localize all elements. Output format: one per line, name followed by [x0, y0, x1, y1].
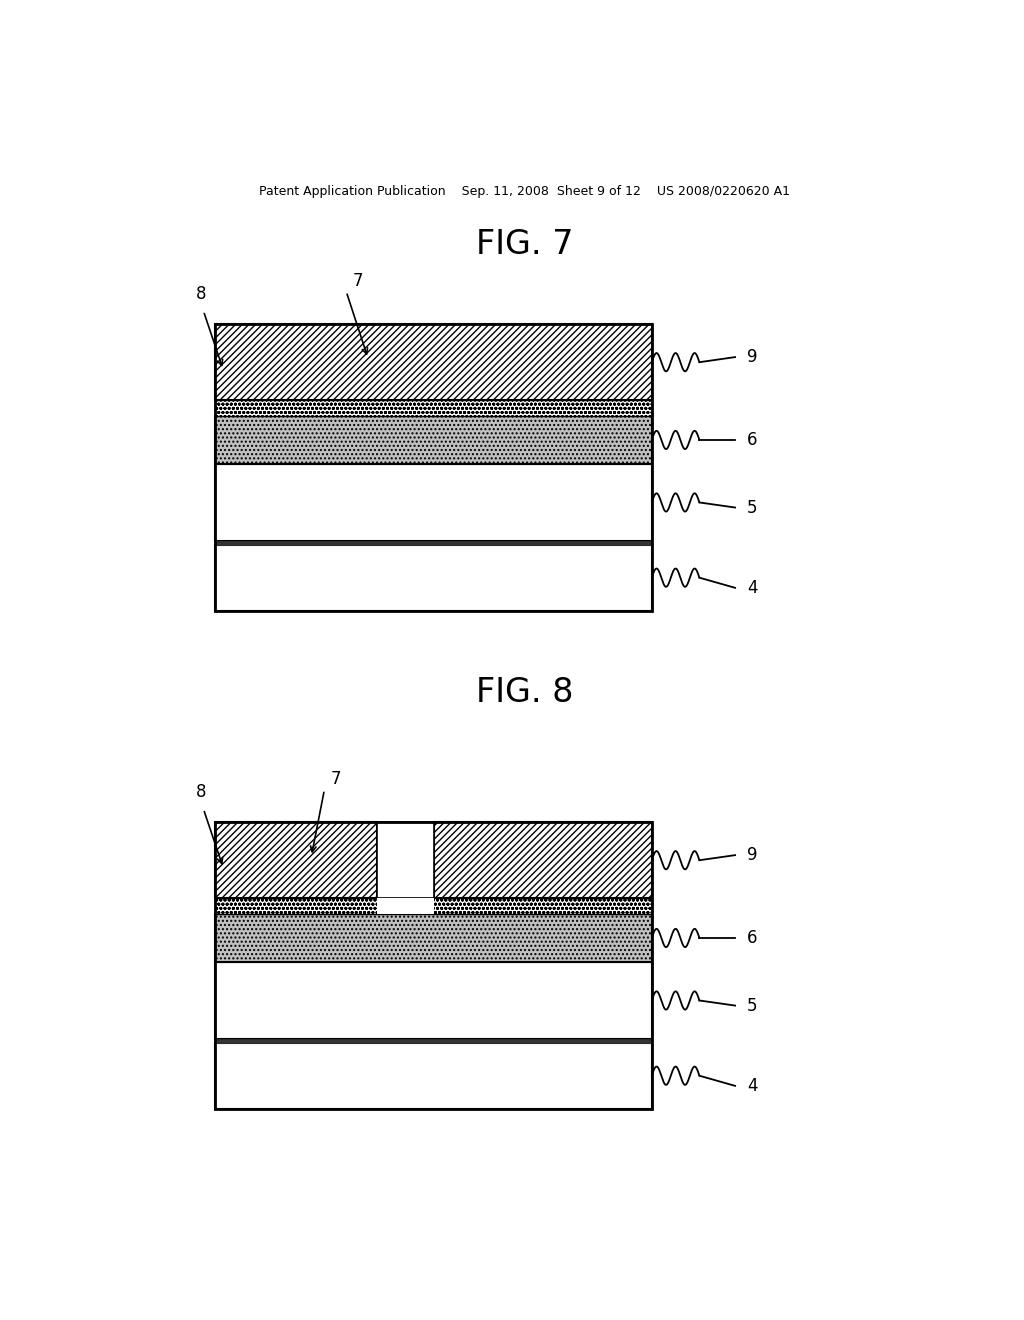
- Text: 8: 8: [196, 285, 206, 302]
- Bar: [215, 541, 652, 545]
- Bar: [215, 913, 652, 962]
- Bar: [215, 1039, 652, 1043]
- Text: 4: 4: [748, 1077, 758, 1094]
- Bar: [433, 822, 652, 899]
- Text: 5: 5: [748, 997, 758, 1015]
- Bar: [215, 416, 652, 465]
- Bar: [215, 899, 652, 913]
- Bar: [215, 1043, 652, 1109]
- Text: FIG. 8: FIG. 8: [476, 676, 573, 709]
- Text: FIG. 7: FIG. 7: [476, 228, 573, 261]
- Text: 7: 7: [352, 272, 364, 289]
- Bar: [377, 899, 433, 913]
- Text: 5: 5: [748, 499, 758, 516]
- Text: 6: 6: [748, 929, 758, 946]
- Text: 8: 8: [196, 783, 206, 801]
- Text: 9: 9: [748, 348, 758, 366]
- Bar: [215, 325, 652, 400]
- Bar: [215, 822, 377, 899]
- Bar: [215, 465, 652, 541]
- Bar: [215, 325, 652, 611]
- Text: 7: 7: [331, 770, 341, 788]
- Bar: [215, 545, 652, 611]
- Bar: [215, 400, 652, 416]
- Bar: [215, 962, 652, 1039]
- Bar: [215, 822, 652, 1109]
- Text: 6: 6: [748, 430, 758, 449]
- Bar: [377, 822, 433, 899]
- Text: 9: 9: [748, 846, 758, 865]
- Text: Patent Application Publication    Sep. 11, 2008  Sheet 9 of 12    US 2008/022062: Patent Application Publication Sep. 11, …: [259, 185, 791, 198]
- Text: 4: 4: [748, 579, 758, 597]
